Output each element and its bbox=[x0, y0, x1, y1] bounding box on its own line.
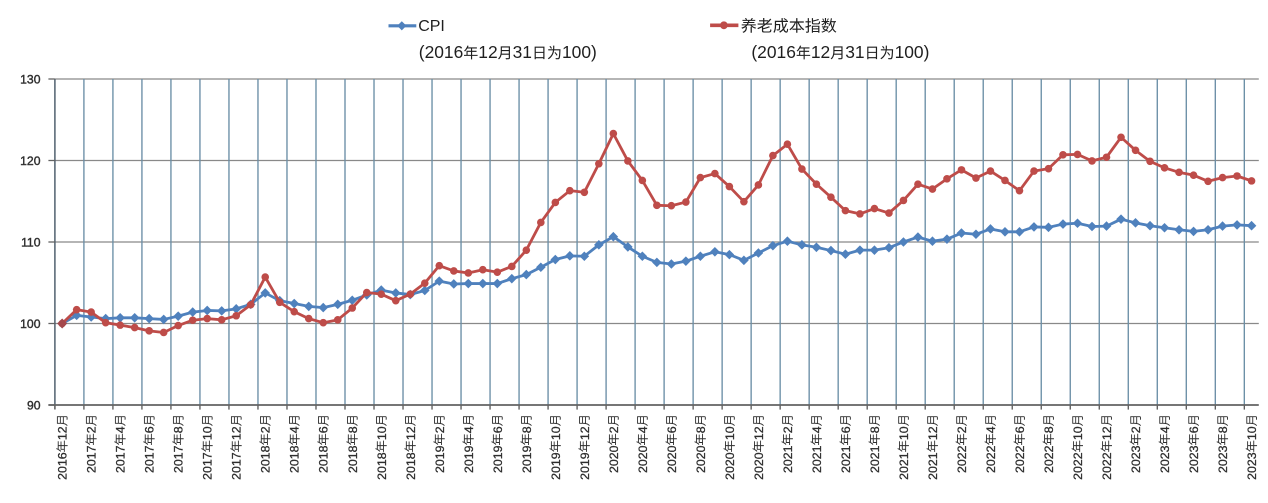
svg-text:2020: 2020 bbox=[723, 452, 737, 480]
svg-text:2022: 2022 bbox=[1100, 452, 1114, 480]
svg-text:2023: 2023 bbox=[1216, 445, 1230, 473]
svg-text:2020: 2020 bbox=[752, 452, 766, 480]
svg-text:100): 100) bbox=[562, 42, 597, 62]
svg-text:130: 130 bbox=[20, 72, 41, 86]
svg-text:4: 4 bbox=[462, 426, 476, 433]
svg-text:2020: 2020 bbox=[607, 445, 621, 473]
svg-text:(2016: (2016 bbox=[751, 42, 795, 62]
svg-text:10: 10 bbox=[375, 426, 389, 440]
svg-text:2020: 2020 bbox=[636, 445, 650, 473]
svg-text:2: 2 bbox=[433, 426, 447, 433]
svg-text:4: 4 bbox=[1158, 426, 1172, 433]
svg-text:4: 4 bbox=[810, 426, 824, 433]
svg-text:2017: 2017 bbox=[114, 445, 128, 473]
svg-text:6: 6 bbox=[839, 426, 853, 433]
svg-text:2: 2 bbox=[85, 426, 99, 433]
svg-text:6: 6 bbox=[491, 426, 505, 433]
svg-text:2: 2 bbox=[259, 426, 273, 433]
svg-text:8: 8 bbox=[694, 426, 708, 433]
svg-text:2018: 2018 bbox=[375, 452, 389, 480]
svg-text:12: 12 bbox=[404, 426, 418, 440]
svg-text:2019: 2019 bbox=[578, 452, 592, 480]
svg-text:31: 31 bbox=[513, 42, 532, 62]
svg-text:100: 100 bbox=[20, 317, 41, 331]
svg-text:2021: 2021 bbox=[897, 452, 911, 480]
svg-text:120: 120 bbox=[20, 154, 41, 168]
svg-text:12: 12 bbox=[752, 426, 766, 440]
svg-text:2020: 2020 bbox=[694, 445, 708, 473]
svg-text:2018: 2018 bbox=[288, 445, 302, 473]
svg-text:2: 2 bbox=[1129, 426, 1143, 433]
svg-text:2021: 2021 bbox=[868, 445, 882, 473]
svg-text:10: 10 bbox=[1071, 426, 1085, 440]
svg-text:12: 12 bbox=[56, 426, 70, 440]
svg-text:4: 4 bbox=[636, 426, 650, 433]
svg-text:2018: 2018 bbox=[404, 452, 418, 480]
svg-text:10: 10 bbox=[549, 426, 563, 440]
svg-text:6: 6 bbox=[317, 426, 331, 433]
svg-text:2023: 2023 bbox=[1245, 452, 1259, 480]
svg-text:100): 100) bbox=[895, 42, 930, 62]
svg-text:8: 8 bbox=[346, 426, 360, 433]
svg-text:10: 10 bbox=[723, 426, 737, 440]
svg-text:2017: 2017 bbox=[85, 445, 99, 473]
svg-text:8: 8 bbox=[1042, 426, 1056, 433]
svg-text:2: 2 bbox=[781, 426, 795, 433]
svg-text:12: 12 bbox=[926, 426, 940, 440]
svg-text:4: 4 bbox=[984, 426, 998, 433]
svg-text:2022: 2022 bbox=[1071, 452, 1085, 480]
svg-text:2017: 2017 bbox=[172, 445, 186, 473]
svg-text:2022: 2022 bbox=[1013, 445, 1027, 473]
svg-text:2022: 2022 bbox=[955, 445, 969, 473]
svg-text:2021: 2021 bbox=[839, 445, 853, 473]
svg-text:2023: 2023 bbox=[1187, 445, 1201, 473]
svg-text:12: 12 bbox=[1100, 426, 1114, 440]
svg-text:2017: 2017 bbox=[201, 452, 215, 480]
svg-text:6: 6 bbox=[1013, 426, 1027, 433]
svg-text:10: 10 bbox=[1245, 426, 1259, 440]
svg-text:2023: 2023 bbox=[1158, 445, 1172, 473]
svg-text:2018: 2018 bbox=[259, 445, 273, 473]
svg-text:8: 8 bbox=[172, 426, 186, 433]
svg-text:2021: 2021 bbox=[926, 452, 940, 480]
svg-text:12: 12 bbox=[811, 42, 830, 62]
svg-text:2019: 2019 bbox=[462, 445, 476, 473]
svg-text:2021: 2021 bbox=[781, 445, 795, 473]
svg-text:8: 8 bbox=[868, 426, 882, 433]
svg-text:2016: 2016 bbox=[56, 452, 70, 480]
svg-text:110: 110 bbox=[21, 235, 41, 249]
svg-text:12: 12 bbox=[230, 426, 244, 440]
svg-text:2: 2 bbox=[607, 426, 621, 433]
svg-text:2023: 2023 bbox=[1129, 445, 1143, 473]
svg-text:90: 90 bbox=[27, 398, 41, 412]
svg-text:4: 4 bbox=[114, 426, 128, 433]
svg-text:2: 2 bbox=[955, 426, 969, 433]
svg-text:6: 6 bbox=[665, 426, 679, 433]
svg-text:2019: 2019 bbox=[433, 445, 447, 473]
svg-text:8: 8 bbox=[520, 426, 534, 433]
svg-text:10: 10 bbox=[897, 426, 911, 440]
svg-text:12: 12 bbox=[478, 42, 497, 62]
svg-text:6: 6 bbox=[1187, 426, 1201, 433]
svg-text:(2016: (2016 bbox=[419, 42, 463, 62]
svg-text:2019: 2019 bbox=[491, 445, 505, 473]
svg-text:8: 8 bbox=[1216, 426, 1230, 433]
svg-text:2018: 2018 bbox=[317, 445, 331, 473]
svg-text:12: 12 bbox=[578, 426, 592, 440]
svg-text:10: 10 bbox=[201, 426, 215, 440]
svg-text:2020: 2020 bbox=[665, 445, 679, 473]
svg-text:2018: 2018 bbox=[346, 445, 360, 473]
svg-text:2019: 2019 bbox=[549, 452, 563, 480]
svg-text:2022: 2022 bbox=[1042, 445, 1056, 473]
svg-text:2019: 2019 bbox=[520, 445, 534, 473]
svg-text:2021: 2021 bbox=[810, 445, 824, 473]
svg-text:6: 6 bbox=[143, 426, 157, 433]
svg-text:2017: 2017 bbox=[143, 445, 157, 473]
svg-text:CPI: CPI bbox=[418, 18, 445, 35]
svg-text:31: 31 bbox=[845, 42, 864, 62]
svg-text:4: 4 bbox=[288, 426, 302, 433]
svg-text:2022: 2022 bbox=[984, 445, 998, 473]
svg-text:2017: 2017 bbox=[230, 452, 244, 480]
